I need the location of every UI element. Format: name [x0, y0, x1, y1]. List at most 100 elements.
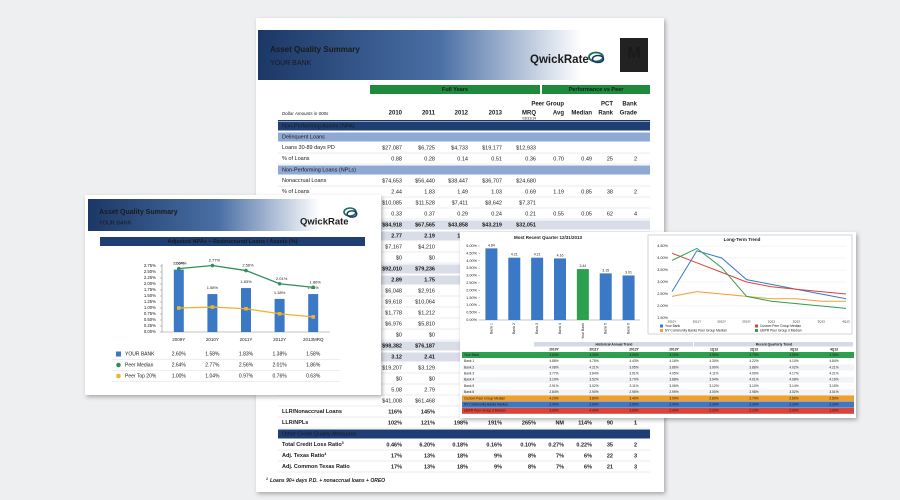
cell: 9% — [494, 453, 502, 459]
cell: 0.36 — [525, 156, 536, 162]
chart-title: Adjusted NPAs + Restructured Loans / Ass… — [167, 239, 297, 245]
row-label-text: LLR/Nonaccrual Loans — [282, 409, 342, 415]
y-tick-label: 0.00% — [466, 318, 477, 322]
x-tick-label: 2Q13 — [793, 319, 801, 323]
cell: 3.95% — [629, 365, 638, 369]
x-tick-label: Your Bank — [581, 323, 585, 339]
data-label: 2.01% — [276, 276, 288, 281]
row-label: LLR/Nonaccrual Loans — [282, 409, 342, 415]
cell: 3.12% — [709, 384, 718, 388]
cell: 6% — [584, 464, 592, 470]
group-band — [370, 85, 540, 94]
cell: $98,382 — [382, 343, 402, 349]
cell: 3.00% — [709, 390, 718, 394]
cell: $27,087 — [382, 145, 402, 151]
table-header: 2012Y — [629, 347, 639, 351]
y-tick-label: 1.50% — [144, 293, 156, 298]
row-label: Your Bank — [464, 353, 479, 357]
cell: $8,642 — [485, 200, 502, 206]
chart-frame — [647, 234, 853, 335]
cell: 0.33 — [391, 211, 402, 217]
cell: 2.00% — [789, 409, 798, 413]
row-label-text: LLR/NPLs — [282, 420, 308, 426]
group-band — [694, 342, 853, 347]
cell: 3.84% — [589, 371, 598, 375]
legend-value: 1.58% — [306, 351, 321, 357]
legend-value: 1.86% — [306, 362, 321, 368]
cell: 0.51 — [491, 156, 502, 162]
cell: 2.30% — [709, 402, 718, 406]
data-label: 2.64% — [175, 261, 187, 266]
data-label: 3.44 — [579, 264, 586, 268]
table-header: 2011Y — [589, 347, 599, 351]
cell: 4.43% — [629, 359, 638, 363]
cell: 3.52% — [589, 378, 598, 382]
y-tick-label: 1.00% — [466, 303, 477, 307]
cell: 17% — [391, 453, 402, 459]
legend-value: 1.00% — [172, 373, 187, 379]
cell: $0 — [429, 332, 435, 338]
row-label-text: Nonaccrual Loans — [282, 178, 327, 184]
data-label: 4.84 — [488, 243, 495, 247]
cell: 18% — [457, 453, 468, 459]
x-tick-label: 1Q13 — [768, 319, 776, 323]
cell: 145% — [421, 409, 435, 415]
data-label: 2.56% — [242, 263, 254, 268]
row-label-text: Adj. Common Texas Ratio — [282, 464, 350, 470]
cell: 35 — [607, 442, 613, 448]
cell: 2.60% — [789, 396, 798, 400]
legend-value: 0.76% — [273, 373, 288, 379]
column-header: 2011 — [422, 111, 436, 117]
table-header: 4Q13 — [830, 347, 838, 351]
row-label-text: Total Credit Loss Ratio — [282, 442, 342, 448]
cell: 9% — [494, 464, 502, 470]
cell: 3.02% — [789, 390, 798, 394]
cell: 265% — [522, 420, 536, 426]
cell: 116% — [388, 409, 402, 415]
cell: 2.20% — [789, 402, 798, 406]
cell: 4.09% — [749, 371, 758, 375]
row-label-note: 4 — [324, 452, 326, 456]
chart-title: Most Recent Quarter 12/31/2013 — [514, 235, 583, 240]
table-row — [462, 395, 854, 402]
cell: 0.88 — [391, 156, 402, 162]
cell: 1.83 — [424, 189, 435, 195]
section-band — [278, 429, 650, 439]
cell: 3.15% — [829, 384, 838, 388]
y-tick-label: 3.00% — [466, 274, 477, 278]
cell: 1.19 — [553, 189, 564, 195]
legend-value: 2.64% — [172, 362, 187, 368]
cell: 2 — [634, 189, 637, 195]
legend-value: 2.56% — [239, 362, 254, 368]
cell: 2.41 — [424, 354, 435, 360]
sheet-title: Asset Quality Summary — [270, 45, 360, 54]
table-row — [462, 358, 854, 365]
cell: 3.00% — [669, 396, 678, 400]
cell: 3.90% — [549, 409, 558, 413]
cell: $76,187 — [415, 343, 435, 349]
table-header: 3Q13 — [790, 347, 798, 351]
row-label: NY Community Banks Median — [464, 402, 508, 406]
cell: 3.14% — [789, 384, 798, 388]
cell: 0.22% — [576, 442, 592, 448]
cell: 4.16% — [829, 378, 838, 382]
cell: 7% — [556, 453, 564, 459]
cell: 90 — [607, 420, 613, 426]
cell: 2 — [634, 156, 637, 162]
bar — [622, 275, 635, 320]
legend-swatch — [660, 324, 663, 328]
cell: 1.90% — [829, 409, 838, 413]
legend-value: 1.38% — [273, 351, 288, 357]
x-tick-label: 4Q13 — [842, 319, 850, 323]
legend-label: Custom Peer Group Median — [760, 324, 801, 328]
footnote-mark: 1 — [266, 477, 268, 481]
cell: 13% — [424, 464, 435, 470]
cell: 4 — [634, 211, 637, 217]
cell: 121% — [421, 420, 435, 426]
y-tick-label: 3.50% — [657, 268, 668, 272]
table-header: 2Q13 — [750, 347, 758, 351]
x-tick-label: Bank 4 — [558, 323, 562, 334]
cell: $3,129 — [418, 365, 435, 371]
cell: $79,236 — [415, 266, 435, 272]
group-label: Historical Annual Trend — [596, 342, 633, 346]
